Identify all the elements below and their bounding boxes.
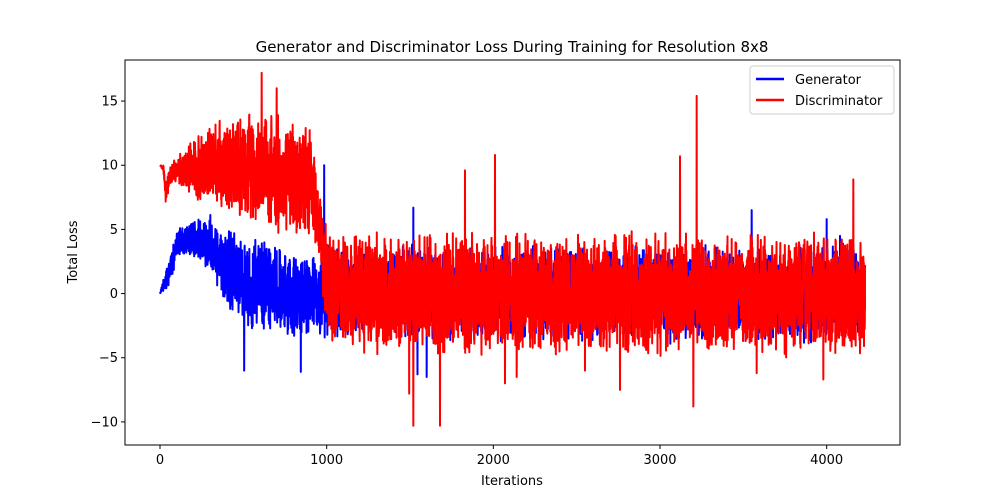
legend-label-generator: Generator	[795, 73, 862, 88]
y-tick-label: 5	[110, 223, 118, 238]
x-tick-label: 3000	[643, 453, 676, 468]
x-tick-label: 1000	[310, 453, 343, 468]
legend: Generator Discriminator	[749, 65, 895, 115]
y-tick-label: 0	[110, 287, 118, 302]
x-axis-label: Iterations	[481, 474, 543, 489]
y-tick-label: −5	[99, 351, 118, 366]
plot-frame	[124, 59, 901, 446]
axis-ticks: 0 1000 2000 3000 4000 −10 −5 0 5 10 15	[91, 95, 844, 468]
plot-area	[159, 71, 866, 427]
y-tick-label: −10	[91, 415, 118, 430]
y-axis-label: Total Loss	[66, 220, 81, 284]
x-tick-label: 2000	[477, 453, 510, 468]
legend-label-discriminator: Discriminator	[795, 94, 883, 109]
series-line-discriminator	[159, 71, 866, 427]
y-tick-label: 10	[101, 159, 118, 174]
y-tick-label: 15	[101, 95, 118, 110]
chart-title: Generator and Discriminator Loss During …	[256, 38, 769, 56]
x-tick-label: 0	[156, 453, 164, 468]
x-tick-label: 4000	[810, 453, 843, 468]
legend-box	[749, 65, 895, 115]
